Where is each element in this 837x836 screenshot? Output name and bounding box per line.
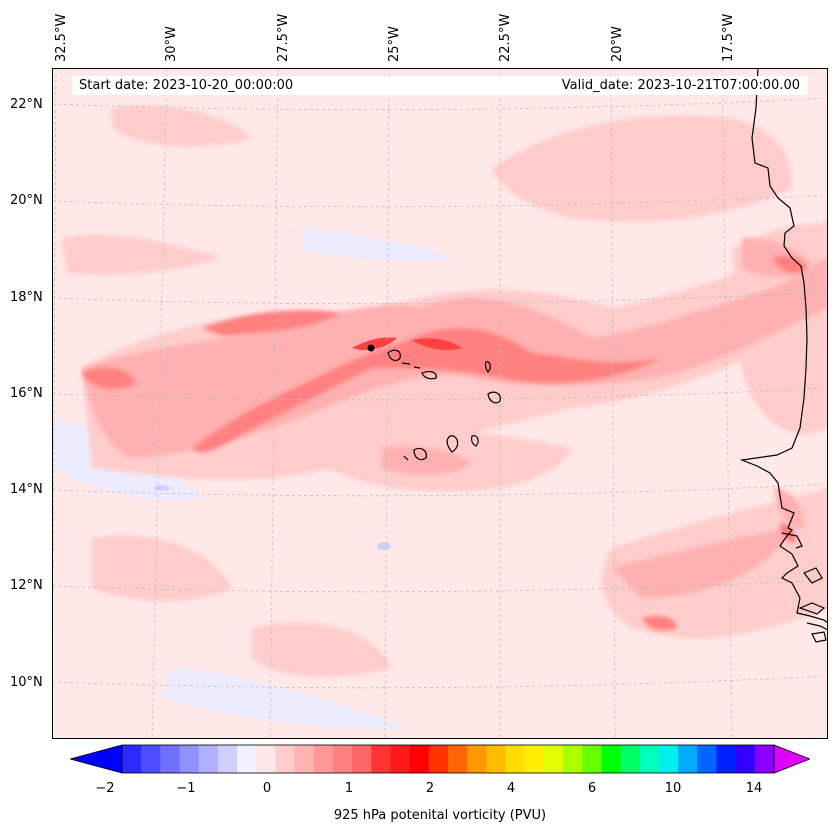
lon-label-22-5w: 22.5°W [498, 13, 513, 62]
lat-label-10n: 10°N [10, 675, 43, 690]
colorbar-cell [448, 745, 468, 773]
colorbar-cell [658, 745, 679, 773]
colorbar-tick: 10 [664, 781, 682, 796]
colorbar-tick: 0 [262, 781, 272, 796]
colorbar-cell [352, 745, 372, 773]
colorbar-tick: −2 [95, 781, 115, 796]
colorbar-cell [543, 745, 564, 773]
colorbar-cell [678, 745, 698, 773]
colorbar-cell [141, 745, 161, 773]
lon-label-30w: 30°W [164, 26, 179, 62]
colorbar-cell [697, 745, 717, 773]
colorbar-cell [294, 745, 315, 773]
max-pv-areas [352, 337, 462, 350]
colorbar-tick: −1 [176, 781, 196, 796]
pv-map[interactable] [52, 68, 828, 739]
colorbar-cell [620, 745, 641, 773]
lat-label-22n: 22°N [10, 97, 43, 112]
colorbar-cell [122, 745, 142, 773]
lat-label-12n: 12°N [10, 578, 43, 593]
colorbar-cell [428, 745, 449, 773]
colorbar-cell [716, 745, 737, 773]
colorbar-cell [256, 745, 276, 773]
date-info-bar: Start date: 2023-10-20_00:00:00 Valid_da… [72, 76, 808, 95]
colorbar-label: 925 hPa potenital vorticity (PVU) [333, 808, 547, 823]
colorbar-cell [601, 745, 622, 773]
lon-label-32-5w: 32.5°W [54, 13, 69, 62]
coastlines [739, 68, 828, 643]
lon-label-25w: 25°W [387, 26, 402, 62]
colorbar-cell [639, 745, 660, 773]
colorbar-cell [524, 745, 545, 773]
colorbar-cell [582, 745, 602, 773]
graticule [52, 68, 828, 739]
colorbar-tick: 2 [425, 781, 435, 796]
lon-label-17-5w: 17.5°W [721, 13, 736, 62]
lat-label-16n: 16°N [10, 386, 43, 401]
colorbar-cell [313, 745, 334, 773]
lat-label-18n: 18°N [10, 290, 43, 305]
lon-label-20w: 20°W [610, 26, 625, 62]
cape-verde-islands [387, 349, 501, 461]
colorbar-tick: 1 [344, 781, 354, 796]
colorbar-frame [121, 744, 775, 774]
africa-coast [739, 68, 828, 624]
colorbar-cell [275, 745, 296, 773]
colorbar-cell [486, 745, 507, 773]
colorbar-cell [160, 745, 181, 773]
colorbar-cell [409, 745, 430, 773]
colorbar-cell [563, 745, 583, 773]
colorbar-cell [332, 745, 353, 773]
colorbar-cell [735, 745, 756, 773]
strong-pv-areas [82, 256, 807, 631]
pv-maximum-point [367, 344, 375, 352]
colorbar-cell [179, 745, 200, 773]
colorbar-cell [198, 745, 219, 773]
colorbar-cell [754, 745, 775, 773]
lat-label-14n: 14°N [10, 482, 43, 497]
colorbar-tick: 4 [506, 781, 516, 796]
colorbar [70, 744, 810, 774]
map-frame [52, 68, 828, 739]
colorbar-cell [371, 745, 391, 773]
lon-label-27-5w: 27.5°W [276, 13, 291, 62]
colorbar-cell [217, 745, 238, 773]
lat-label-20n: 20°N [10, 193, 43, 208]
colorbar-cell [467, 745, 487, 773]
colorbar-tick: 6 [587, 781, 597, 796]
colorbar-tick: 14 [745, 781, 763, 796]
colorbar-cell [505, 745, 526, 773]
colorbar-extend-low [70, 744, 123, 774]
colorbar-extend-high [773, 744, 810, 774]
start-date-label: Start date: 2023-10-20_00:00:00 [79, 78, 294, 93]
colorbar-cell [390, 745, 411, 773]
colorbar-cell [237, 745, 257, 773]
valid-date-label: Valid_date: 2023-10-21T07:00:00.00 [561, 78, 800, 93]
